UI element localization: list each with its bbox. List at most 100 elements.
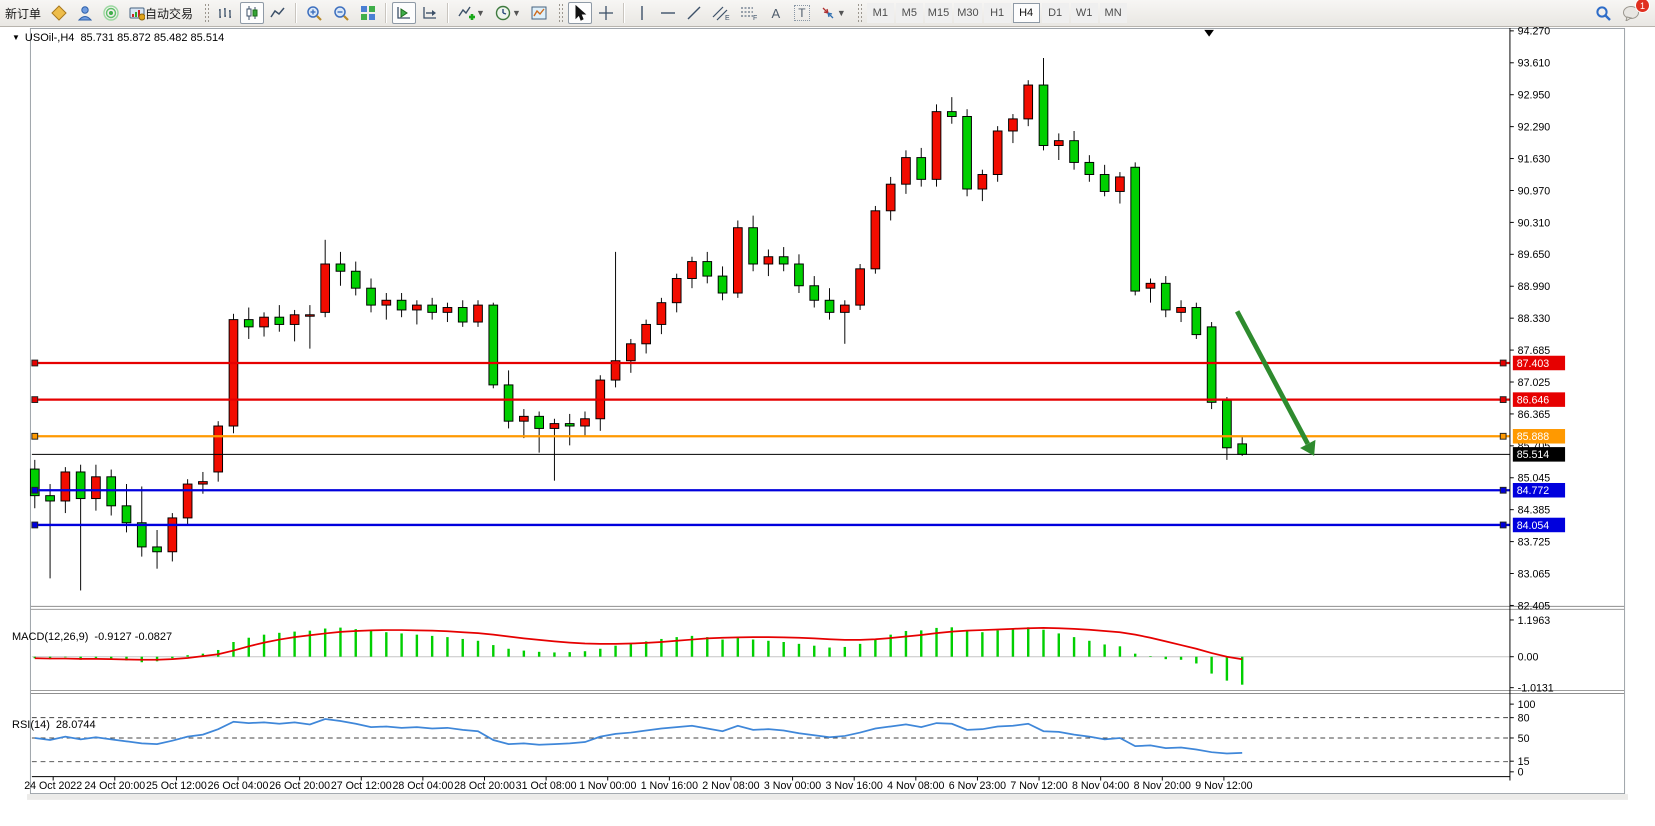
rsi-axis-label: 0	[1518, 767, 1524, 779]
price-tag	[1512, 517, 1566, 533]
candlestick	[198, 481, 208, 485]
arrows-tool-button[interactable]: ▼	[816, 2, 850, 24]
candlestick	[274, 316, 285, 325]
line-handle[interactable]	[31, 486, 39, 494]
price-axis-label: 93.610	[1518, 58, 1551, 70]
line-handle[interactable]	[31, 432, 39, 440]
chart-shift-button[interactable]	[418, 2, 442, 24]
timeframe-H4[interactable]: H4	[1012, 3, 1040, 23]
line-handle[interactable]	[1499, 432, 1507, 440]
candlestick-chart-button[interactable]	[240, 2, 265, 24]
horizontal-line-button[interactable]	[656, 2, 680, 24]
candlestick	[1084, 161, 1095, 175]
line-handle[interactable]	[1499, 359, 1507, 367]
timeframe-MN[interactable]: MN	[1099, 3, 1127, 23]
price-axis-label: 94.270	[1518, 27, 1551, 38]
candlestick	[824, 299, 835, 313]
arrows-icon	[822, 7, 834, 19]
price-tag	[1512, 429, 1566, 444]
trend-arrow-line[interactable]	[1235, 310, 1310, 446]
auto-scroll-button[interactable]	[392, 2, 417, 24]
crosshair-button[interactable]	[594, 2, 618, 24]
toolbar-separator	[295, 3, 298, 23]
candlestick	[1206, 326, 1217, 403]
candlestick	[580, 418, 590, 427]
trendline-button[interactable]	[682, 2, 706, 24]
trend-arrow-head[interactable]	[1300, 439, 1316, 456]
text-tool-button[interactable]: A	[764, 2, 788, 24]
zoom-in-button[interactable]	[302, 2, 327, 24]
toolbar-grip[interactable]	[856, 3, 862, 23]
timeframe-H1[interactable]: H1	[983, 3, 1011, 23]
autotrading-button[interactable]: 自动交易	[125, 2, 197, 24]
candlestick	[549, 423, 560, 429]
candlestick-icon	[246, 6, 258, 20]
zoom-out-button[interactable]	[329, 2, 354, 24]
time-axis-label: 3 Nov 00:00	[764, 780, 821, 792]
line-handle[interactable]	[1499, 486, 1507, 494]
metaeditor-button[interactable]	[47, 2, 71, 24]
price-axis-label: 90.970	[1518, 185, 1551, 197]
timeframe-M1[interactable]: M1	[866, 3, 894, 23]
timeframe-M30[interactable]: M30	[954, 3, 982, 23]
new-order-button[interactable]: 新订单	[1, 2, 45, 24]
signals-button[interactable]	[99, 2, 123, 24]
candlestick	[870, 210, 881, 270]
timeframe-M15[interactable]: M15	[924, 3, 953, 23]
line-handle[interactable]	[31, 521, 39, 529]
periods-button[interactable]: ▼	[491, 2, 525, 24]
macd-axis-label: 1.1963	[1518, 615, 1551, 627]
macd-values: -0.9127 -0.0827	[94, 631, 173, 643]
toolbar: 新订单 自动交易	[0, 0, 1655, 27]
text-label-button[interactable]: T	[790, 2, 814, 24]
bar-chart-button[interactable]	[214, 2, 238, 24]
candlestick	[809, 285, 820, 301]
candlestick	[1038, 84, 1049, 146]
template-icon	[531, 6, 547, 20]
macd-indicator-label: MACD(12,26,9) -0.9127 -0.0827	[12, 631, 172, 643]
timeframe-D1[interactable]: D1	[1041, 3, 1069, 23]
channel-icon: E	[712, 6, 730, 21]
equidistant-channel-button[interactable]: E	[708, 2, 734, 24]
tile-windows-button[interactable]	[356, 2, 380, 24]
line-chart-button[interactable]	[266, 2, 290, 24]
timeframe-W1[interactable]: W1	[1070, 3, 1098, 23]
candlestick	[671, 278, 682, 304]
vertical-line-button[interactable]	[630, 2, 654, 24]
timeframe-M5[interactable]: M5	[895, 3, 923, 23]
candlestick	[1023, 84, 1034, 120]
cursor-button[interactable]	[567, 2, 592, 24]
toolbar-separator	[385, 3, 388, 23]
line-handle[interactable]	[31, 396, 39, 403]
fibonacci-button[interactable]: F	[736, 2, 762, 24]
candlestick	[748, 227, 758, 265]
candlestick	[1176, 307, 1186, 313]
candlestick	[1222, 399, 1232, 449]
candlestick	[29, 468, 40, 497]
toolbar-grip[interactable]	[204, 3, 210, 23]
candlestick	[335, 263, 346, 272]
candlestick	[519, 415, 529, 422]
indicators-button[interactable]: ▼	[454, 2, 489, 24]
time-axis-label: 7 Nov 12:00	[1010, 780, 1067, 792]
time-axis-label: 4 Nov 08:00	[887, 780, 944, 792]
notifications-button[interactable]: 1	[1618, 0, 1650, 24]
community-button[interactable]	[73, 2, 97, 24]
line-handle[interactable]	[31, 359, 39, 367]
candlestick	[763, 256, 774, 265]
collapse-triangle-icon[interactable]: ▼	[12, 33, 20, 42]
line-handle[interactable]	[1499, 396, 1507, 403]
candlestick	[45, 495, 55, 502]
candlestick	[1008, 118, 1018, 132]
search-button[interactable]	[1591, 2, 1616, 24]
candlestick	[1053, 140, 1064, 146]
toolbar-grip[interactable]	[557, 3, 563, 23]
line-handle[interactable]	[1499, 521, 1507, 529]
chart-background	[27, 27, 1628, 800]
rsi-axis-label: 100	[1518, 699, 1536, 711]
price-tag-label: 86.646	[1517, 394, 1550, 406]
templates-button[interactable]	[527, 2, 551, 24]
candlestick	[320, 263, 331, 313]
chart-canvas[interactable]: 94.270 93.610 92.950 92.290 91.630 90.970 90.3…	[0, 27, 1655, 826]
candlestick	[626, 343, 636, 362]
